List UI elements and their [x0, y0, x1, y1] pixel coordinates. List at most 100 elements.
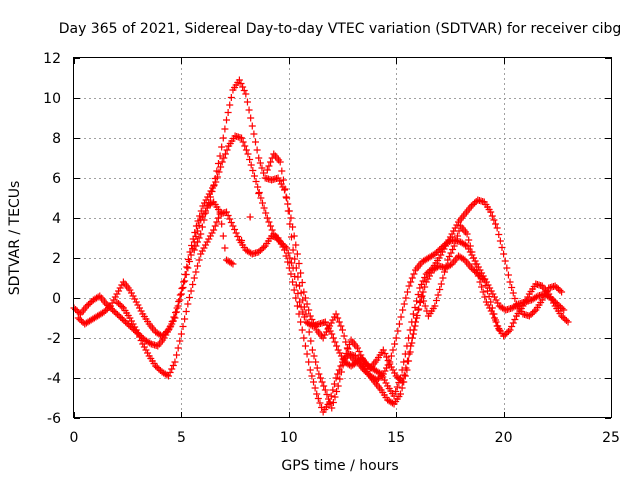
data-point-interp — [437, 251, 445, 259]
data-point-interp — [459, 255, 467, 263]
data-point-interp — [247, 114, 255, 122]
data-point — [184, 300, 192, 308]
data-point-interp — [308, 316, 316, 323]
data-point — [283, 194, 291, 202]
data-point-interp — [163, 328, 171, 335]
data-point-interp — [383, 364, 391, 372]
data-point-interp — [362, 360, 370, 367]
data-point-interp — [116, 301, 124, 309]
data-point — [519, 302, 527, 310]
data-point-interp — [185, 258, 193, 265]
data-point-interp — [292, 264, 300, 272]
data-point — [480, 276, 488, 284]
data-point-interp — [310, 352, 318, 360]
data-point — [293, 250, 301, 258]
data-point-interp — [320, 382, 328, 390]
plot-frame — [73, 57, 612, 418]
data-point-interp — [160, 331, 168, 338]
data-point — [171, 358, 179, 366]
data-point-interp — [307, 337, 315, 345]
data-point-interp — [453, 221, 461, 229]
data-point-interp — [286, 254, 294, 262]
data-point-interp — [185, 294, 193, 301]
data-point-interp — [285, 264, 293, 272]
data-point — [487, 208, 495, 216]
data-point — [308, 346, 316, 354]
data-point-interp — [335, 318, 343, 326]
data-point — [190, 246, 198, 254]
data-point-interp — [481, 293, 489, 301]
data-point-interp — [397, 377, 405, 384]
data-point-interp — [245, 106, 253, 114]
data-point — [437, 280, 445, 288]
data-point-interp — [189, 281, 197, 288]
data-point-interp — [308, 372, 316, 380]
x-tick-labels: 0 5 10 15 20 25 — [70, 430, 620, 446]
data-point-interp — [153, 364, 161, 371]
data-point-interp — [496, 237, 504, 245]
data-point-interp — [84, 301, 92, 308]
data-point-interp — [182, 308, 190, 315]
data-point — [203, 238, 211, 246]
data-point-interp — [120, 317, 128, 324]
data-point-interp — [78, 317, 86, 325]
data-point-interp — [267, 158, 275, 166]
data-point-interp — [221, 150, 229, 158]
data-point-interp — [252, 178, 260, 185]
data-point-interp — [234, 233, 242, 240]
data-point-interp — [527, 311, 535, 318]
data-point-interp — [313, 364, 321, 372]
data-point-interp — [115, 287, 123, 295]
data-point — [564, 318, 572, 326]
data-point-interp — [494, 299, 502, 307]
data-point — [115, 312, 123, 320]
data-point — [197, 230, 205, 238]
data-point-interp — [195, 256, 203, 264]
data-point-interp — [394, 327, 402, 335]
data-point — [229, 260, 237, 268]
data-point — [405, 350, 413, 358]
data-point — [326, 322, 334, 330]
data-point-interp — [340, 332, 348, 340]
data-point-interp — [297, 269, 305, 277]
data-point-interp — [279, 243, 287, 251]
data-point-interp — [384, 357, 392, 364]
data-point-interp — [318, 378, 326, 386]
data-point-interp — [118, 281, 126, 289]
data-point-interp — [329, 334, 337, 342]
data-point — [229, 222, 237, 230]
data-point — [132, 326, 140, 334]
data-point — [500, 250, 508, 258]
data-point-interp — [453, 232, 461, 240]
data-point — [334, 382, 342, 390]
data-point-interp — [314, 395, 322, 402]
data-point — [122, 318, 130, 326]
data-point-interp — [339, 361, 347, 369]
data-point-interp — [255, 190, 263, 197]
data-point-interp — [260, 169, 268, 177]
x-axis-title: GPS time / hours — [281, 458, 398, 474]
data-point-interp — [227, 259, 235, 267]
data-point-interp — [140, 343, 148, 351]
data-point-interp — [278, 167, 286, 175]
data-point — [489, 290, 497, 298]
data-point-interp — [395, 320, 403, 328]
data-point — [416, 284, 424, 292]
data-point-interp — [219, 232, 227, 240]
data-point-interp — [446, 233, 454, 241]
data-point-interp — [524, 293, 532, 301]
data-point — [328, 404, 336, 412]
data-point-interp — [427, 269, 435, 277]
data-point-interp — [504, 328, 512, 335]
data-point-interp — [446, 261, 454, 269]
data-point-interp — [316, 374, 324, 382]
data-point-interp — [447, 249, 455, 257]
data-point-interp — [192, 242, 200, 250]
data-point-interp — [546, 293, 554, 301]
data-point-interp — [441, 268, 449, 276]
data-point-interp — [511, 295, 519, 302]
data-point-interp — [324, 325, 332, 333]
data-point-interp — [291, 255, 299, 263]
data-point-interp — [144, 349, 152, 357]
data-point — [287, 270, 295, 278]
